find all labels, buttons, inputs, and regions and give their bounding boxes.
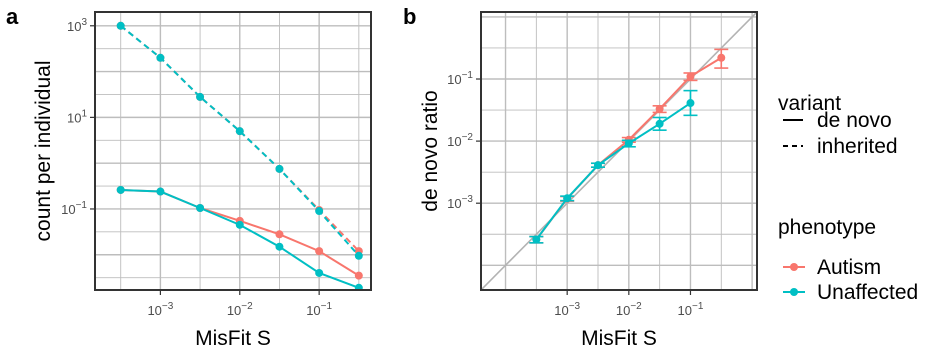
data-point-a-0-4 bbox=[275, 230, 284, 239]
grid-a bbox=[95, 12, 371, 290]
chart-panel-b: 10−3 10−2 10−1 10−3 10−2 10−1 MisFit S de nov… bbox=[419, 11, 758, 350]
x-tick-label-a-0: 10−3 bbox=[147, 301, 173, 318]
y-tick-label-b-2: 10−1 bbox=[447, 70, 473, 87]
data-point-b-0-5 bbox=[686, 72, 695, 81]
data-point-a-3-1 bbox=[156, 53, 165, 62]
y-axis-label-b: de novo ratio bbox=[419, 90, 442, 211]
data-point-a-1-0 bbox=[116, 185, 125, 194]
plot-border-b bbox=[480, 11, 758, 291]
data-point-b-0-4 bbox=[655, 104, 664, 113]
x-tick-label-b-2: 10−1 bbox=[678, 301, 704, 318]
data-point-a-0-6 bbox=[354, 271, 363, 280]
legend-label-unaffected: Unaffected bbox=[817, 281, 918, 304]
legend-title-phenotype: phenotype bbox=[778, 216, 876, 239]
data-point-a-1-5 bbox=[315, 268, 324, 277]
data-point-a-0-5 bbox=[315, 247, 324, 256]
series-group-b bbox=[529, 48, 729, 244]
series-line-b-unaffected bbox=[535, 102, 692, 241]
series-group-a bbox=[116, 21, 363, 290]
data-point-a-1-3 bbox=[235, 220, 244, 229]
data-point-b-1-2 bbox=[593, 161, 602, 170]
data-point-a-1-6 bbox=[354, 283, 363, 290]
y-tick-label-a-2: 103 bbox=[67, 17, 87, 34]
data-point-b-1-0 bbox=[532, 235, 541, 244]
data-point-a-1-2 bbox=[196, 203, 205, 212]
data-point-a-3-0 bbox=[116, 21, 125, 30]
data-point-a-1-1 bbox=[156, 187, 165, 196]
x-tick-label-a-1: 10−2 bbox=[227, 301, 253, 318]
data-point-b-0-6 bbox=[717, 53, 726, 62]
legend-title-variant: variant bbox=[778, 92, 841, 115]
x-tick-label-b-0: 10−3 bbox=[554, 301, 580, 318]
legend-label-autism: Autism bbox=[817, 256, 881, 279]
ticks-a: 10−3 10−2 10−1 10−1 101 103 bbox=[61, 17, 332, 318]
plot-border-a bbox=[94, 11, 372, 291]
legend-label-de-novo: de novo bbox=[817, 109, 892, 132]
panel-label-a: a bbox=[6, 4, 19, 29]
data-point-b-1-5 bbox=[686, 99, 695, 108]
data-point-b-1-1 bbox=[563, 194, 572, 203]
data-point-b-1-3 bbox=[624, 139, 633, 148]
panel-label-b: b bbox=[403, 4, 416, 29]
y-tick-label-b-1: 10−2 bbox=[447, 132, 473, 149]
y-tick-label-a-0: 10−1 bbox=[61, 200, 87, 217]
legend: variant de novo inherited phenotype Auti… bbox=[778, 92, 918, 304]
x-tick-label-b-1: 10−2 bbox=[616, 301, 642, 318]
y-tick-label-b-0: 10−3 bbox=[447, 194, 473, 211]
x-axis-label-b: MisFit S bbox=[581, 327, 657, 350]
data-point-a-3-3 bbox=[235, 127, 244, 136]
data-point-a-3-2 bbox=[196, 92, 205, 101]
chart-panel-a: 10−3 10−2 10−1 10−1 101 103 MisFit S count pe… bbox=[32, 11, 372, 350]
legend-key-autism-point bbox=[790, 263, 798, 271]
x-tick-label-a-2: 10−1 bbox=[306, 301, 332, 318]
data-point-a-3-6 bbox=[354, 251, 363, 260]
y-tick-label-a-1: 101 bbox=[67, 108, 87, 125]
data-point-b-1-4 bbox=[655, 119, 664, 128]
grid-b bbox=[481, 12, 757, 290]
data-point-a-3-4 bbox=[275, 164, 284, 173]
x-axis-label-a: MisFit S bbox=[195, 327, 271, 350]
legend-key-unaffected-point bbox=[790, 288, 798, 296]
data-point-a-3-5 bbox=[315, 207, 324, 216]
y-axis-label-a: count per individual bbox=[32, 61, 55, 242]
data-point-a-1-4 bbox=[275, 242, 284, 251]
legend-label-inherited: inherited bbox=[817, 135, 898, 158]
